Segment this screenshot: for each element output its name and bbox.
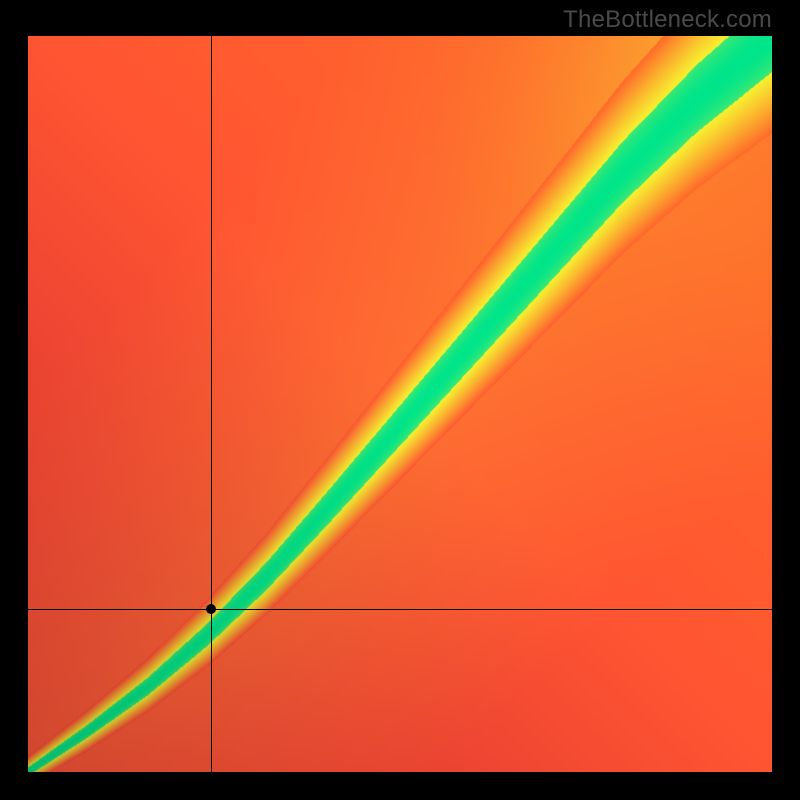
chart-frame: TheBottleneck.com — [0, 0, 800, 800]
crosshair-marker-dot — [206, 604, 216, 614]
plot-area — [28, 36, 772, 772]
crosshair-horizontal — [28, 609, 772, 610]
watermark-text: TheBottleneck.com — [563, 6, 772, 34]
heatmap-canvas — [28, 36, 772, 772]
crosshair-vertical — [211, 36, 212, 772]
